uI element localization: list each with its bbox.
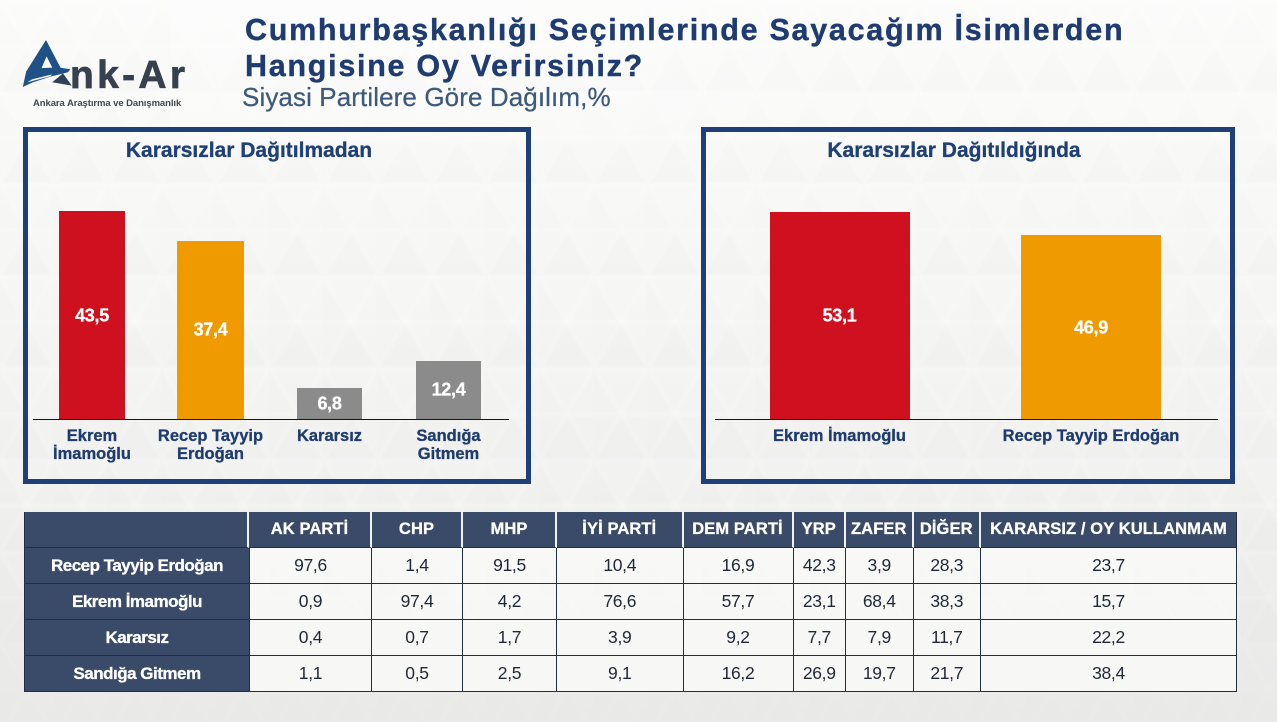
- svg-text:Ankara Araştırma ve Danışmanlı: Ankara Araştırma ve Danışmanlık: [33, 98, 182, 109]
- svg-text:nk-Ar: nk-Ar: [70, 54, 188, 97]
